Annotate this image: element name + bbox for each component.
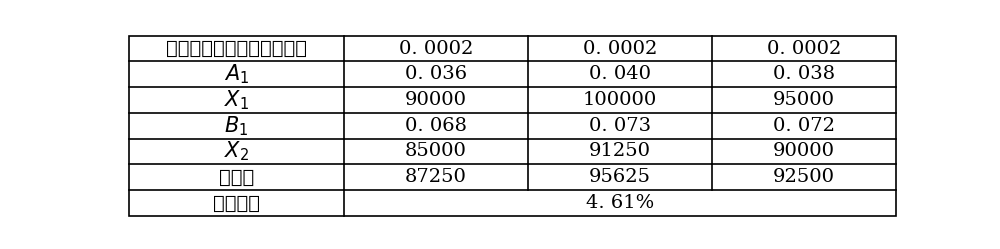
Text: 95000: 95000	[773, 91, 835, 109]
Text: 95625: 95625	[589, 168, 651, 186]
Text: $B_1$: $B_1$	[224, 114, 248, 137]
Text: 100000: 100000	[583, 91, 657, 109]
Text: $X_2$: $X_2$	[224, 140, 249, 163]
Text: $A_1$: $A_1$	[224, 62, 249, 86]
Text: 0. 073: 0. 073	[589, 117, 651, 135]
Text: 0. 0002: 0. 0002	[583, 40, 657, 58]
Text: $X_1$: $X_1$	[224, 88, 249, 112]
Text: 91250: 91250	[589, 142, 651, 161]
Text: 0. 0002: 0. 0002	[767, 40, 841, 58]
Text: 92500: 92500	[773, 168, 835, 186]
Text: 相对偏差: 相对偏差	[213, 193, 260, 212]
Text: 0. 038: 0. 038	[773, 65, 835, 83]
Text: 0. 0002: 0. 0002	[399, 40, 473, 58]
Text: 0. 040: 0. 040	[589, 65, 651, 83]
Text: 90000: 90000	[773, 142, 835, 161]
Text: 0. 072: 0. 072	[773, 117, 835, 135]
Text: 0. 068: 0. 068	[405, 117, 467, 135]
Text: 平均值: 平均值	[219, 168, 254, 187]
Text: 0. 036: 0. 036	[405, 65, 467, 83]
Text: 90000: 90000	[405, 91, 467, 109]
Text: 待测酶液中待测样本的浓度: 待测酶液中待测样本的浓度	[166, 39, 307, 58]
Text: 85000: 85000	[405, 142, 467, 161]
Text: 87250: 87250	[405, 168, 467, 186]
Text: 4. 61%: 4. 61%	[586, 194, 654, 212]
